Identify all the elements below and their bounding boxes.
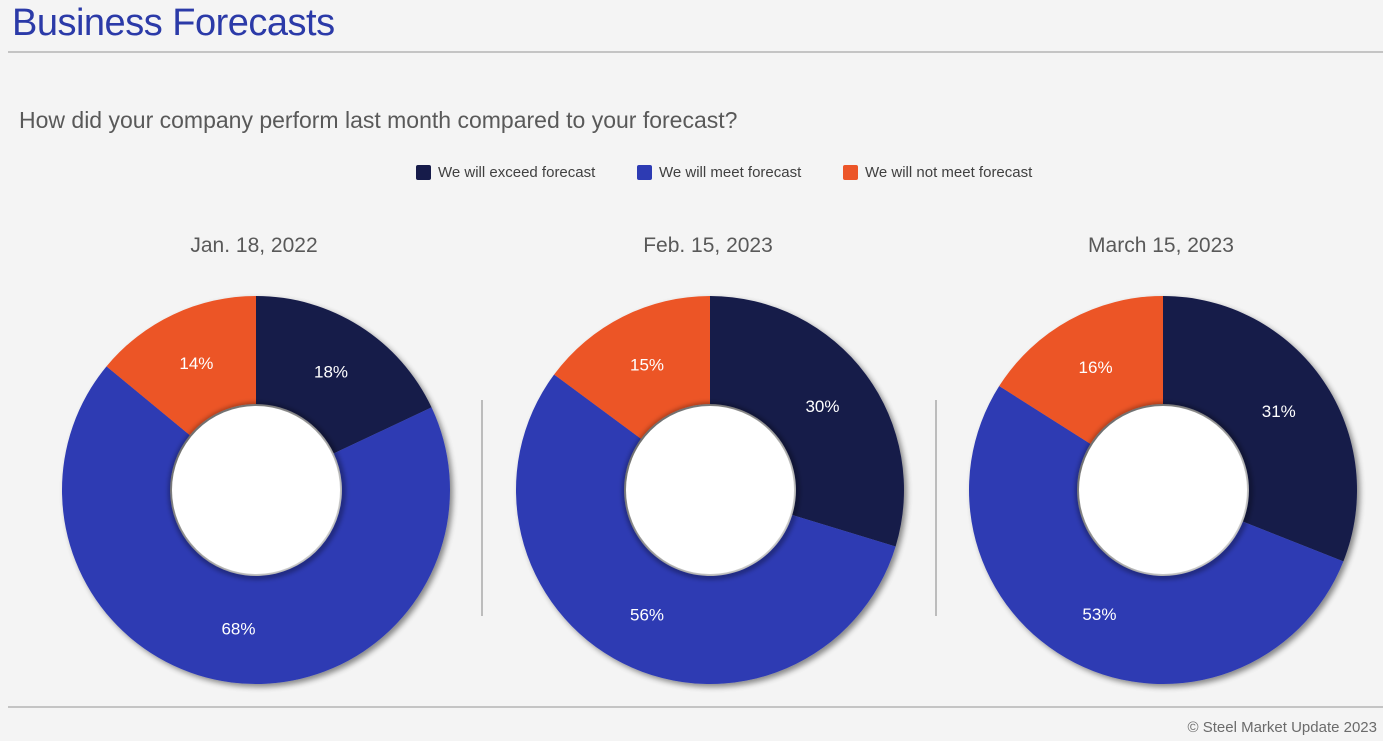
data-label-exceed-mar-2023: 31% — [1262, 402, 1296, 421]
legend-swatch-not-meet — [843, 165, 858, 180]
chart-divider-2 — [935, 400, 937, 616]
donut-chart-jan-2022: 18% 68% 14% — [61, 296, 451, 684]
donut-chart-feb-2023: 30% 56% 15% — [515, 296, 904, 685]
title-divider — [8, 51, 1383, 53]
donut-hole-shadow — [168, 402, 346, 580]
donut-hole — [1079, 406, 1247, 574]
legend-item-meet: We will meet forecast — [637, 164, 801, 181]
chart-title-feb-2023: Feb. 15, 2023 — [643, 234, 773, 257]
slice-meet-mar-2023 — [969, 386, 1344, 685]
copyright-footer: © Steel Market Update 2023 — [1187, 719, 1378, 736]
legend-item-not-meet: We will not meet forecast — [843, 164, 1032, 181]
slice-exceed-feb-2023 — [710, 296, 904, 547]
slice-meet-jan-2022 — [61, 366, 451, 684]
data-label-not-meet-feb-2023: 15% — [630, 355, 664, 374]
legend: We will exceed forecast We will meet for… — [0, 164, 1383, 184]
slice-not-meet-jan-2022 — [106, 296, 256, 436]
data-label-meet-jan-2022: 68% — [221, 619, 255, 638]
donut-hole-shadow — [1075, 402, 1253, 580]
slice-not-meet-feb-2023 — [554, 296, 710, 439]
slice-meet-feb-2023 — [515, 374, 896, 685]
donut-ring-feb-2023 — [515, 296, 904, 685]
data-label-not-meet-jan-2022: 14% — [179, 354, 213, 373]
legend-label-meet: We will meet forecast — [659, 164, 802, 181]
legend-swatch-exceed — [416, 165, 431, 180]
data-label-meet-feb-2023: 56% — [630, 606, 664, 625]
donut-hole — [172, 406, 340, 574]
page-title: Business Forecasts — [12, 2, 335, 44]
legend-item-exceed: We will exceed forecast — [416, 164, 595, 181]
chart-title-jan-2022: Jan. 18, 2022 — [190, 234, 318, 257]
data-label-exceed-feb-2023: 30% — [805, 397, 839, 416]
footer-divider — [8, 706, 1383, 708]
legend-swatch-meet — [637, 165, 652, 180]
data-label-not-meet-mar-2023: 16% — [1079, 358, 1113, 377]
data-label-meet-mar-2023: 53% — [1082, 605, 1116, 624]
data-label-exceed-jan-2022: 18% — [314, 362, 348, 381]
legend-label-exceed: We will exceed forecast — [438, 164, 596, 181]
chart-question: How did your company perform last month … — [19, 107, 738, 133]
slice-not-meet-mar-2023 — [999, 296, 1163, 444]
chart-divider-1 — [481, 400, 483, 616]
legend-label-not-meet: We will not meet forecast — [865, 164, 1033, 181]
donut-chart-mar-2023: 31% 53% 16% — [969, 296, 1357, 685]
donut-ring-mar-2023 — [969, 296, 1357, 685]
slice-exceed-mar-2023 — [1163, 296, 1357, 562]
donut-hole-shadow — [622, 402, 800, 580]
chart-title-mar-2023: March 15, 2023 — [1088, 234, 1234, 257]
donut-hole — [626, 406, 794, 574]
